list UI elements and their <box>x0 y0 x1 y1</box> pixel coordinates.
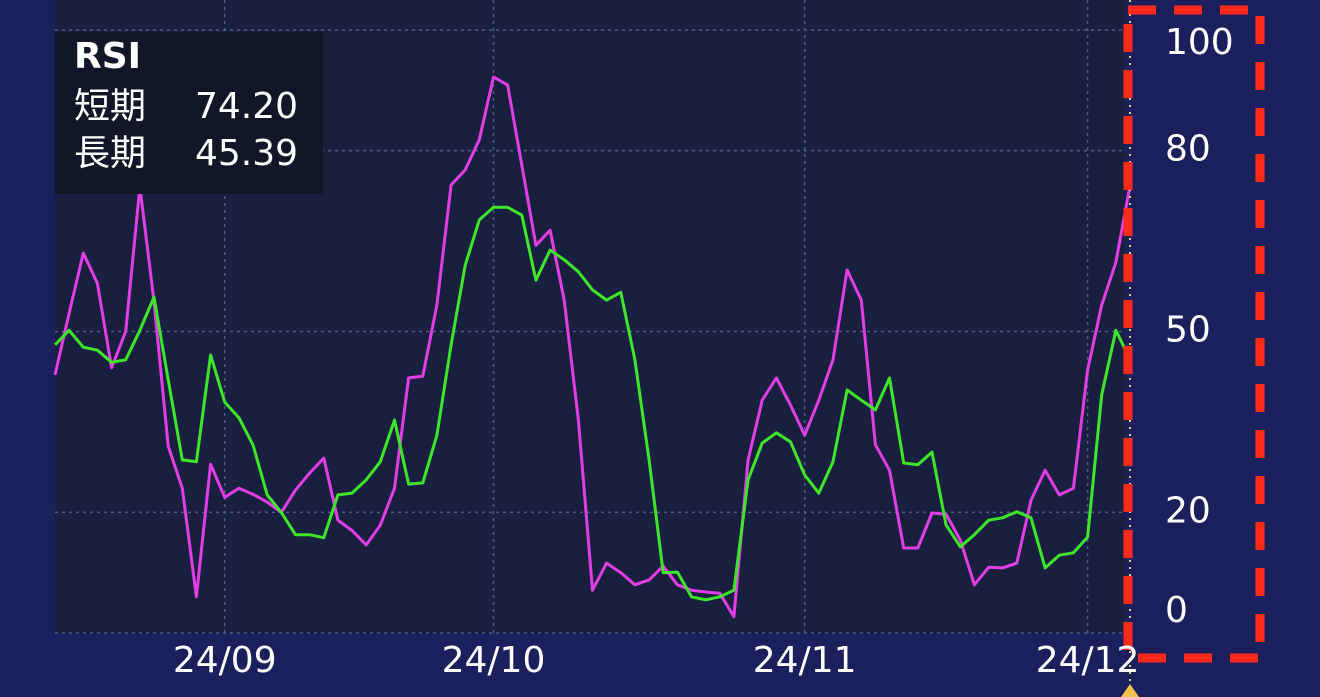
legend-value: 74.20 <box>195 86 298 127</box>
legend-title: RSI <box>74 36 141 77</box>
grid <box>55 0 1125 634</box>
legend: RSI 短期 74.20 長期 45.39 <box>55 32 323 194</box>
legend-label: 長期 <box>74 133 146 174</box>
x-tick-label: 24/11 <box>753 640 857 681</box>
y-tick-label: 50 <box>1165 310 1211 351</box>
y-tick-label: 100 <box>1165 22 1234 63</box>
highlight-box <box>1123 5 1265 663</box>
cursor-marker <box>1121 684 1139 697</box>
series-line <box>53 75 1132 619</box>
lines <box>53 75 1132 619</box>
x-tick-label: 24/09 <box>173 640 277 681</box>
x-tick-label: 24/10 <box>442 640 546 681</box>
y-tick-label: 20 <box>1165 490 1211 531</box>
x-tick-label: 24/12 <box>1036 640 1140 681</box>
series-line <box>53 205 1132 602</box>
y-tick-label: 80 <box>1165 129 1211 170</box>
y-tick-label: 0 <box>1165 590 1188 631</box>
legend-label: 短期 <box>74 86 146 127</box>
legend-value: 45.39 <box>195 133 298 174</box>
legend-box <box>55 32 323 194</box>
